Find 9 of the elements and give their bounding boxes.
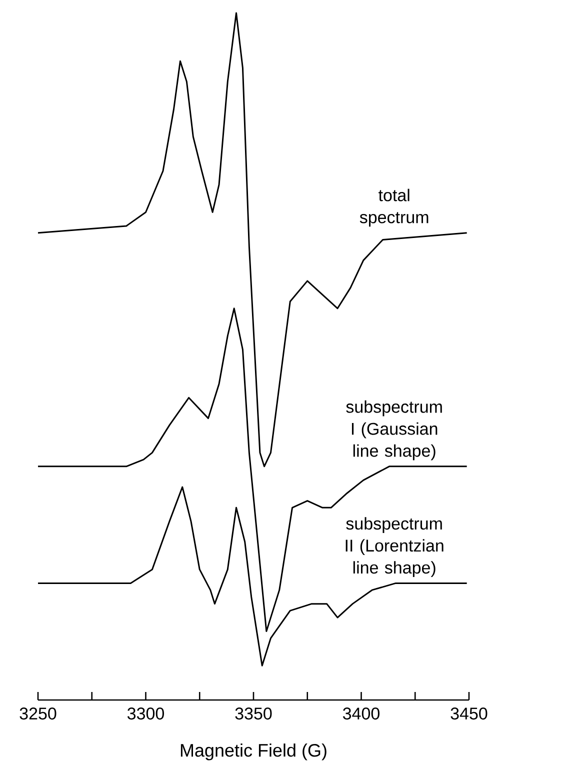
- series-label: subspectrum I (Gaussian line shape): [346, 400, 442, 460]
- series-label: total spectrum: [360, 188, 428, 227]
- x-tick-label: 3450: [450, 708, 488, 720]
- x-tick-label: 3300: [127, 708, 164, 720]
- series-label: subspectrum II (Lorentzian line shape): [346, 517, 444, 578]
- x-tick-label: 3250: [20, 708, 56, 720]
- x-axis-title: Magnetic Field (G): [180, 744, 326, 760]
- x-tick-label: 3400: [342, 708, 380, 720]
- x-tick-label: 3350: [235, 708, 272, 720]
